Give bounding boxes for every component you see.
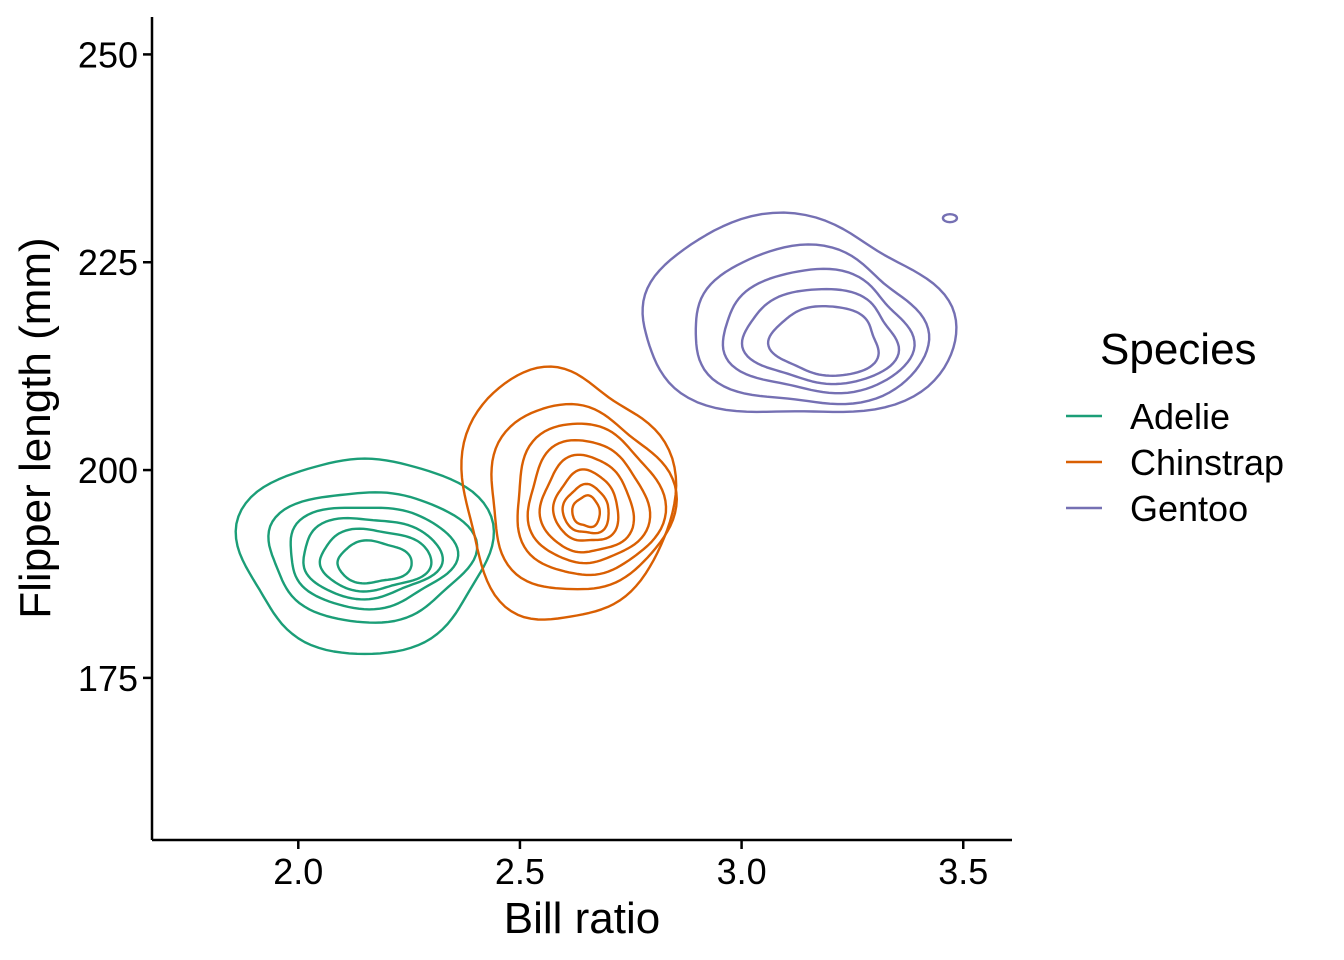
y-axis-ticks: 175 200 225 250 (78, 34, 152, 699)
contour-adelie-level-4 (302, 516, 444, 601)
contour-adelie-level-3 (289, 506, 460, 611)
x-axis-title: Bill ratio (504, 894, 661, 943)
x-tick-label: 3.5 (938, 851, 988, 892)
x-axis-ticks: 2.0 2.5 3.0 3.5 (273, 840, 988, 892)
contour-gentoo-level-3 (721, 267, 916, 395)
contour-chinstrap-level-7 (561, 482, 610, 535)
contour-gentoo-level-4 (740, 287, 901, 386)
legend-label-adelie: Adelie (1130, 396, 1230, 437)
contour-adelie-level-6 (336, 539, 413, 585)
contour-gentoo-level-5 (766, 305, 880, 377)
y-tick-label: 225 (78, 242, 138, 283)
contour-adelie-level-1 (234, 457, 496, 656)
legend-title: Species (1100, 325, 1257, 374)
contour-gentoo-level-1 (641, 211, 958, 414)
contour-chinstrap-level-6 (551, 468, 620, 542)
contour-chinstrap-level-4 (526, 439, 652, 565)
series-gentoo (641, 211, 959, 414)
contour-chinstrap-level-2 (490, 402, 678, 591)
x-tick-label: 3.0 (717, 851, 767, 892)
y-tick-label: 200 (78, 450, 138, 491)
contour-gentoo-islet (941, 212, 959, 224)
series-chinstrap (460, 365, 678, 621)
contour-adelie-level-5 (318, 527, 433, 593)
y-tick-label: 175 (78, 658, 138, 699)
contour-gentoo-level-2 (694, 243, 931, 406)
y-axis-title: Flipper length (mm) (11, 237, 60, 618)
x-tick-label: 2.0 (273, 851, 323, 892)
legend-label-chinstrap: Chinstrap (1130, 442, 1284, 483)
legend: Species Adelie Chinstrap Gentoo (1066, 325, 1284, 529)
contour-chinstrap-level-3 (516, 422, 668, 577)
y-tick-label: 250 (78, 34, 138, 75)
legend-entries: Adelie Chinstrap Gentoo (1066, 396, 1284, 529)
contour-chinstrap-level-8 (571, 494, 601, 529)
legend-label-gentoo: Gentoo (1130, 488, 1248, 529)
contour-chinstrap-level-5 (538, 453, 636, 554)
contour-chinstrap-level-1 (460, 365, 678, 621)
contour-adelie-level-2 (267, 491, 479, 624)
x-tick-label: 2.5 (495, 851, 545, 892)
series-adelie (234, 457, 496, 656)
contour-layer (234, 211, 959, 656)
